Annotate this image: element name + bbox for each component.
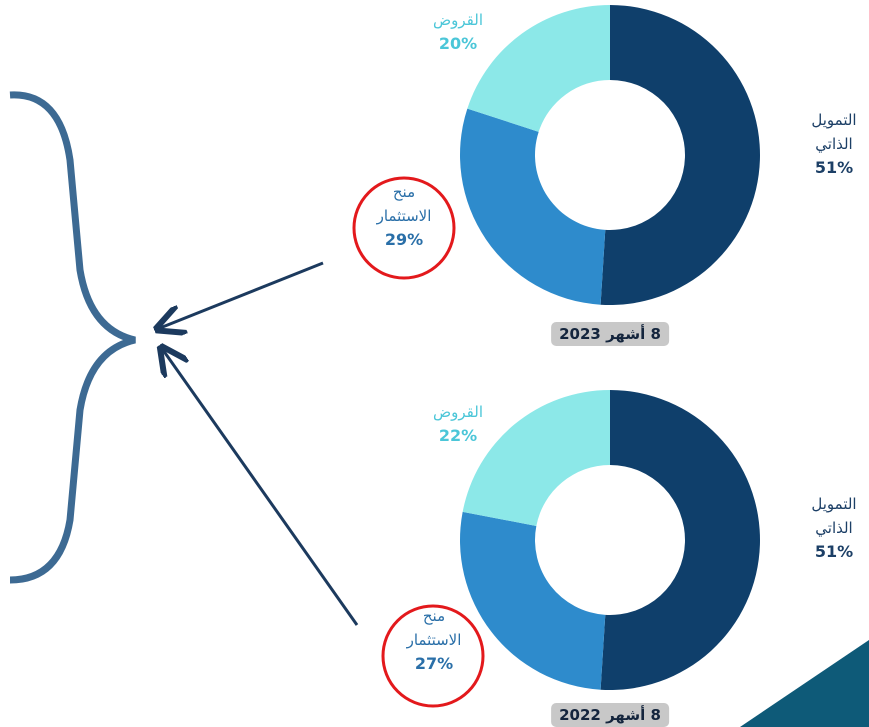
donut-slice bbox=[460, 511, 606, 690]
highlight-circle bbox=[352, 176, 456, 280]
corner-decoration bbox=[740, 640, 869, 727]
value-label: 20% bbox=[438, 34, 478, 53]
category-label: التمويل الذاتي bbox=[811, 111, 857, 153]
category-label: القروض bbox=[433, 11, 483, 29]
donut-slice bbox=[467, 5, 610, 132]
value-label: 29% bbox=[384, 230, 424, 249]
value-label: 51% bbox=[814, 158, 854, 177]
value-label: 22% bbox=[438, 426, 478, 445]
highlight-circle bbox=[381, 604, 485, 708]
chart-title: 8 أشهر 2023 bbox=[551, 322, 669, 346]
arrow bbox=[163, 350, 359, 626]
chart-title: 8 أشهر 2022 bbox=[551, 703, 669, 727]
category-label: التمويل الذاتي bbox=[811, 495, 857, 537]
value-label: 51% bbox=[814, 542, 854, 561]
category-label: منح الاستثمار bbox=[376, 183, 432, 225]
donut-slice bbox=[462, 390, 610, 526]
donut-slice bbox=[600, 5, 760, 305]
category-label: منح الاستثمار bbox=[406, 607, 462, 649]
arrow bbox=[160, 261, 324, 328]
donut-slice bbox=[600, 390, 761, 690]
donut-slice bbox=[460, 108, 606, 305]
value-label: 27% bbox=[414, 654, 454, 673]
category-label: القروض bbox=[433, 403, 483, 421]
brace bbox=[9, 91, 136, 584]
